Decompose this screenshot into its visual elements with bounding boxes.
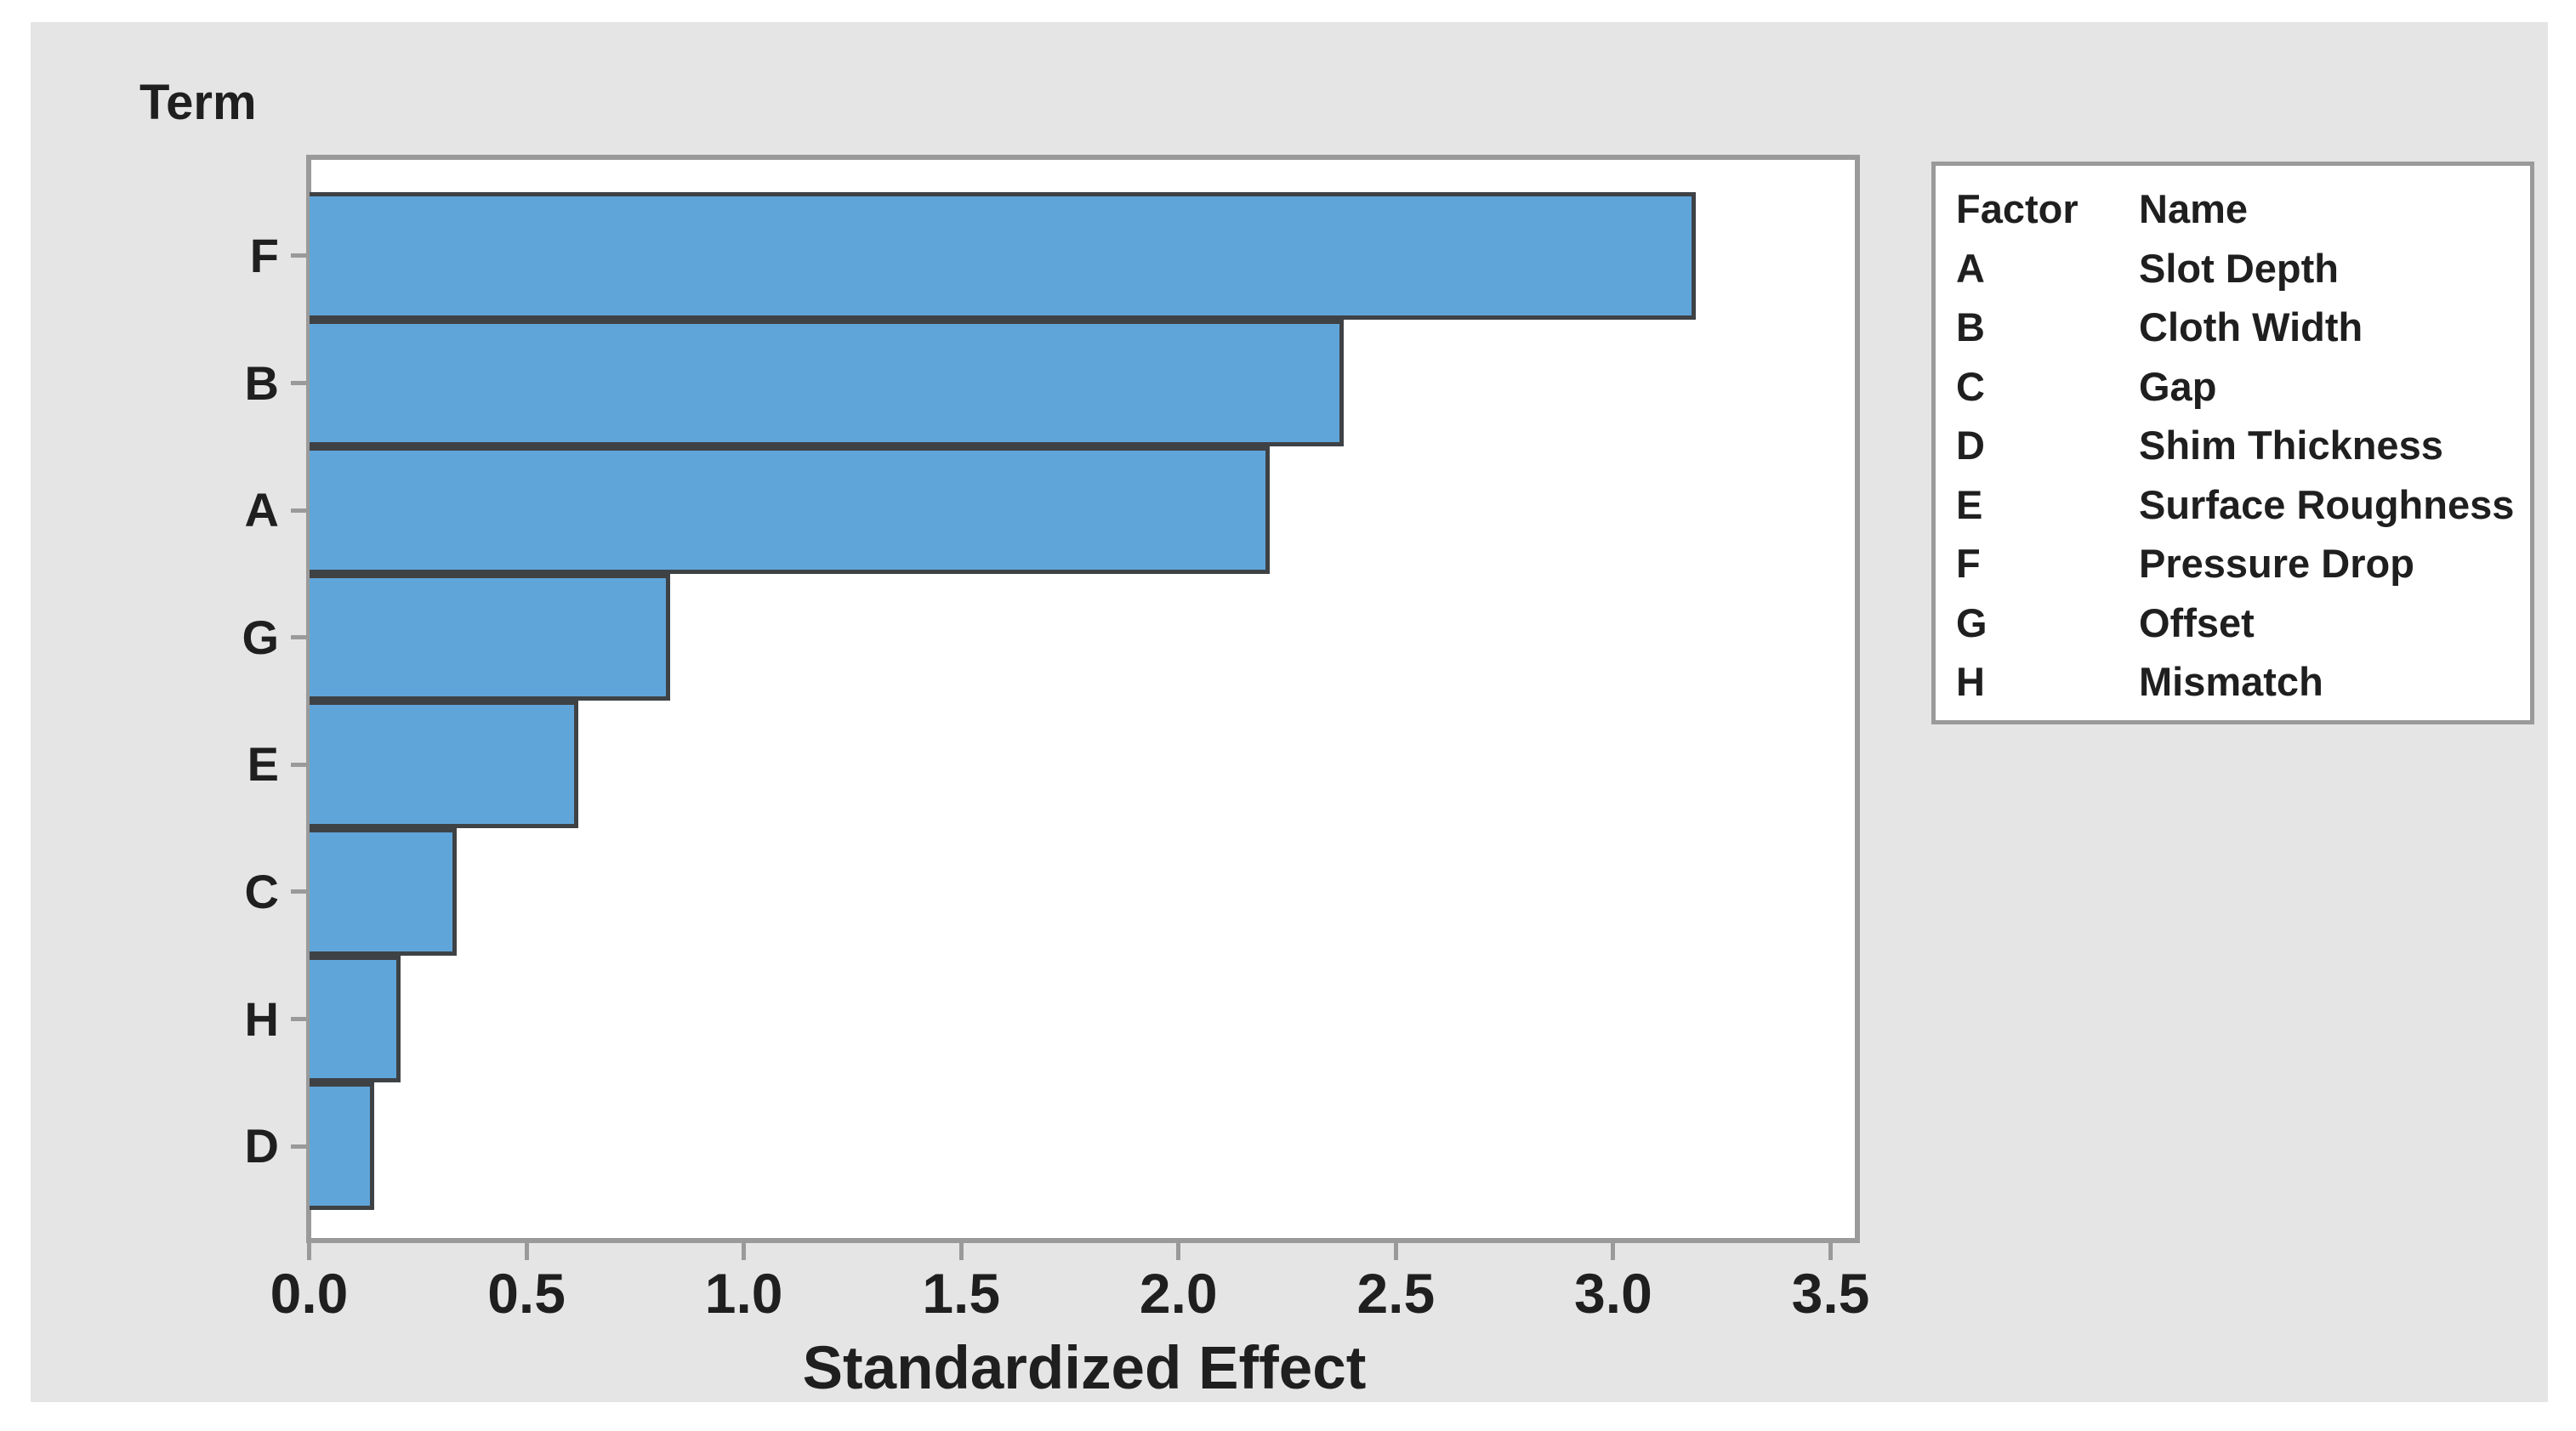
legend-name: Pressure Drop: [2139, 541, 2414, 587]
y-tick: [291, 889, 309, 894]
legend-factor: G: [1956, 599, 1987, 645]
legend-name: Slot Depth: [2139, 245, 2339, 291]
y-tick-label-e: E: [247, 737, 279, 792]
legend-row-g: G Offset: [1956, 593, 2530, 653]
legend-row-a: A Slot Depth: [1956, 239, 2530, 298]
y-tick: [291, 1144, 309, 1149]
y-tick: [291, 762, 309, 767]
bar-a: [309, 446, 1271, 574]
y-tick-label-c: C: [244, 865, 279, 918]
bar-b: [309, 319, 1344, 447]
y-tick-label-a: A: [244, 483, 279, 537]
legend-factor: C: [1956, 363, 1985, 409]
bar-d: [309, 1082, 375, 1210]
legend-factor: A: [1956, 245, 1985, 291]
legend-factor: F: [1956, 541, 1981, 587]
x-tick: [1176, 1243, 1181, 1260]
x-tick: [742, 1243, 747, 1260]
legend-factor: D: [1956, 423, 1985, 468]
legend-box: Factor Name A Slot Depth B Cloth Width C Gap D…: [1931, 162, 2534, 724]
x-tick: [307, 1243, 311, 1260]
y-tick-label-h: H: [244, 991, 279, 1046]
x-tick: [1611, 1243, 1616, 1260]
y-tick-label-g: G: [242, 610, 279, 664]
y-tick-label-b: B: [244, 355, 279, 410]
x-tick: [1393, 1243, 1398, 1260]
y-tick: [291, 1016, 309, 1021]
x-tick-label-2.0: 2.0: [1139, 1262, 1218, 1325]
bar-f: [309, 192, 1697, 320]
legend-row-c: C Gap: [1956, 357, 2530, 417]
legend-name: Surface Roughness: [2139, 481, 2515, 527]
legend-row-d: D Shim Thickness: [1956, 416, 2530, 475]
y-tick-label-d: D: [244, 1119, 279, 1173]
y-tick: [291, 380, 309, 385]
legend-name: Shim Thickness: [2139, 423, 2443, 468]
x-tick-label-1.0: 1.0: [704, 1262, 783, 1325]
legend-factor: E: [1956, 481, 1983, 527]
x-tick-label-2.5: 2.5: [1356, 1262, 1436, 1325]
y-tick: [291, 508, 309, 513]
graph-panel: Term F B A G E C H D 0.0 0.5 1.0 1.5 2.0 2.5 3.0 3.5 St…: [31, 22, 2548, 1402]
legend-name: Cloth Width: [2139, 304, 2363, 350]
x-tick: [524, 1243, 529, 1260]
legend-name: Offset: [2139, 599, 2255, 645]
bar-g: [309, 573, 670, 701]
legend-name: Gap: [2139, 363, 2217, 409]
legend-row-e: E Surface Roughness: [1956, 475, 2530, 535]
x-tick-label-1.5: 1.5: [922, 1262, 1001, 1325]
x-tick: [958, 1243, 964, 1260]
bar-c: [309, 828, 458, 956]
y-tick-label-f: F: [249, 229, 279, 282]
legend-row-f: F Pressure Drop: [1956, 534, 2530, 593]
legend-factor: B: [1956, 304, 1985, 350]
y-tick: [291, 253, 309, 258]
legend-row-b: B Cloth Width: [1956, 298, 2530, 357]
x-tick-label-3.0: 3.0: [1574, 1262, 1652, 1325]
legend-name: Mismatch: [2139, 659, 2323, 705]
legend-header-row: Factor Name: [1956, 179, 2530, 239]
x-axis-title: Standardized Effect: [802, 1335, 1367, 1402]
legend-header-factor: Factor: [1956, 186, 2078, 232]
y-axis-title: Term: [139, 75, 257, 130]
x-tick-label-3.5: 3.5: [1791, 1262, 1870, 1325]
legend-factor: H: [1956, 659, 1985, 705]
legend-header-name: Name: [2139, 186, 2249, 232]
x-tick-label-0.0: 0.0: [270, 1262, 349, 1325]
bar-h: [309, 955, 401, 1083]
bar-e: [309, 701, 579, 828]
y-tick: [291, 635, 309, 640]
legend-row-h: H Mismatch: [1956, 652, 2530, 712]
x-tick: [1828, 1243, 1833, 1260]
x-tick-label-0.5: 0.5: [487, 1262, 566, 1325]
